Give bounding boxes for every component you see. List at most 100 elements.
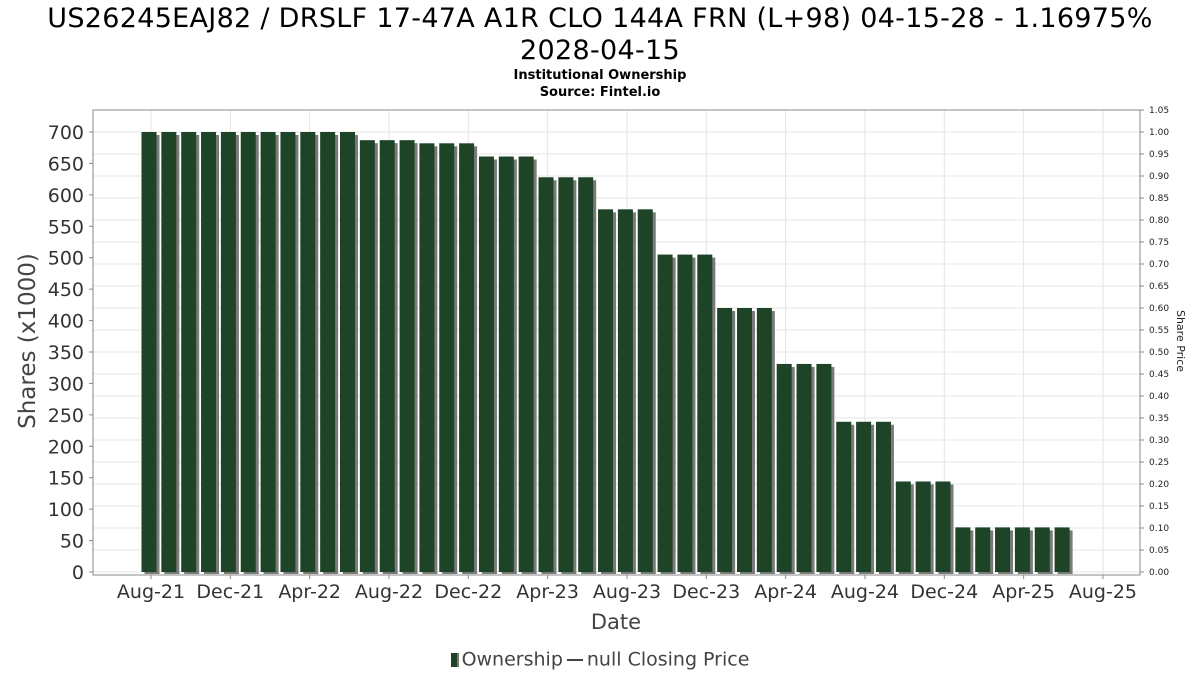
- y-axis-label: Shares (x1000): [15, 253, 41, 429]
- x-tick-label: Aug-23: [593, 581, 661, 603]
- x-tick-label: Dec-21: [196, 581, 264, 603]
- ownership-bar: [538, 177, 554, 572]
- ownership-bar: [459, 143, 475, 573]
- ownership-bar: [1054, 527, 1070, 572]
- ownership-bar: [478, 156, 494, 572]
- y2-axis-label: Share Price: [1174, 310, 1187, 372]
- chart-source: Source: Fintel.io: [539, 85, 661, 100]
- x-tick-label: Aug-25: [1069, 581, 1137, 603]
- y-tick-label: 400: [48, 311, 84, 333]
- ownership-bar: [1014, 527, 1030, 572]
- y2-tick-label: 0.90: [1149, 172, 1169, 182]
- ownership-bar: [697, 254, 713, 573]
- legend-ownership-label: Ownership: [461, 648, 563, 671]
- x-tick-label: Apr-23: [516, 581, 579, 603]
- y-tick-label: 450: [48, 279, 84, 301]
- ownership-bar: [399, 140, 415, 572]
- ownership-bar: [935, 481, 951, 572]
- y-tick-label: 150: [48, 468, 84, 490]
- ownership-bar: [340, 132, 355, 572]
- y2-tick-label: 0.85: [1149, 194, 1169, 204]
- y-tick-label: 200: [48, 436, 84, 458]
- y-tick-label: 300: [48, 373, 84, 395]
- bars: [141, 132, 1073, 575]
- ownership-bar: [737, 308, 752, 572]
- y2-tick-label: 0.35: [1149, 414, 1169, 424]
- ownership-bar: [776, 363, 792, 572]
- chart-title-line-1: US26245EAJ82 / DRSLF 17-47A A1R CLO 144A…: [47, 3, 1153, 34]
- x-tick-label: Aug-21: [117, 581, 185, 603]
- ownership-bar: [320, 132, 336, 572]
- x-tick-label: Apr-22: [278, 581, 341, 603]
- y2-tick-label: 0.45: [1149, 370, 1169, 380]
- ownership-bar: [637, 209, 653, 573]
- ownership-bar: [617, 209, 633, 573]
- ownership-bar: [419, 143, 435, 573]
- y2-tick-label: 0.30: [1149, 436, 1169, 446]
- y-axis: 0 50 100 150 200 250 300 350 400 450 500 550 600 650 7…: [48, 122, 93, 584]
- ownership-bar: [756, 308, 772, 572]
- chart-subtitle: Institutional Ownership: [513, 68, 687, 83]
- x-tick-label: Dec-23: [672, 581, 740, 603]
- ownership-bar: [439, 143, 455, 573]
- ownership-bar: [598, 209, 614, 573]
- ownership-bar: [836, 421, 852, 572]
- y2-tick-label: 0.80: [1149, 216, 1169, 226]
- ownership-bar: [558, 177, 574, 572]
- y2-tick-label: 0.25: [1149, 458, 1169, 468]
- chart-title-line-2: 2028-04-15: [520, 35, 680, 66]
- ownership-bar: [280, 132, 296, 572]
- ownership-bar: [677, 254, 693, 573]
- ownership-bar: [240, 132, 256, 572]
- y-tick-label: 650: [48, 153, 84, 175]
- x-tick-label: Apr-24: [754, 581, 817, 603]
- y2-tick-label: 0.15: [1149, 502, 1169, 512]
- y2-tick-label: 0.20: [1149, 480, 1169, 490]
- ownership-bar: [260, 132, 276, 572]
- y2-tick-label: 0.05: [1149, 546, 1169, 556]
- ownership-bar: [220, 132, 236, 572]
- y-tick-label: 600: [48, 185, 84, 207]
- ownership-bar: [141, 132, 157, 572]
- y2-tick-label: 0.65: [1149, 282, 1169, 292]
- chart-legend: Ownership null Closing Price: [0, 648, 1200, 671]
- ownership-bar: [201, 132, 217, 572]
- y2-tick-label: 0.75: [1149, 238, 1169, 248]
- ownership-bar: [578, 177, 594, 572]
- y2-tick-label: 0.60: [1149, 304, 1169, 314]
- x-tick-label: Aug-22: [355, 581, 423, 603]
- price-legend-swatch: [566, 658, 583, 661]
- y2-tick-label: 0.00: [1149, 568, 1169, 578]
- x-axis-label: Date: [591, 610, 641, 634]
- y2-tick-label: 0.10: [1149, 524, 1169, 534]
- ownership-bar: [379, 140, 395, 572]
- y2-tick-label: 0.95: [1149, 150, 1169, 160]
- x-tick-label: Apr-25: [992, 581, 1055, 603]
- ownership-bar: [300, 132, 316, 572]
- y-tick-label: 250: [48, 405, 84, 427]
- ownership-bar: [875, 421, 891, 572]
- ownership-bar: [856, 421, 872, 572]
- y2-tick-label: 1.00: [1149, 128, 1169, 138]
- y-tick-label: 700: [48, 122, 84, 144]
- x-tick-label: Aug-24: [831, 581, 899, 603]
- y-tick-label: 350: [48, 342, 84, 364]
- x-tick-label: Dec-22: [434, 581, 502, 603]
- ownership-legend-swatch: [450, 652, 459, 667]
- ownership-bar: [995, 527, 1011, 572]
- ownership-bar: [816, 363, 832, 572]
- ownership-bar: [955, 527, 971, 572]
- y2-tick-label: 0.40: [1149, 392, 1169, 402]
- ownership-bar: [518, 156, 534, 572]
- ownership-bar: [359, 140, 375, 572]
- ownership-bar: [796, 363, 812, 572]
- ownership-bar: [1034, 527, 1050, 572]
- ownership-bar: [895, 481, 911, 572]
- y-tick-label: 550: [48, 216, 84, 238]
- x-tick-label: Dec-24: [910, 581, 978, 603]
- ownership-bar: [915, 481, 931, 572]
- legend-price-label: null Closing Price: [586, 648, 750, 671]
- ownership-bar: [717, 308, 733, 572]
- y2-axis: 0.00 0.05 0.10 0.15 0.20 0.25 0.30 0.35 0.40 0.45…: [1140, 106, 1169, 578]
